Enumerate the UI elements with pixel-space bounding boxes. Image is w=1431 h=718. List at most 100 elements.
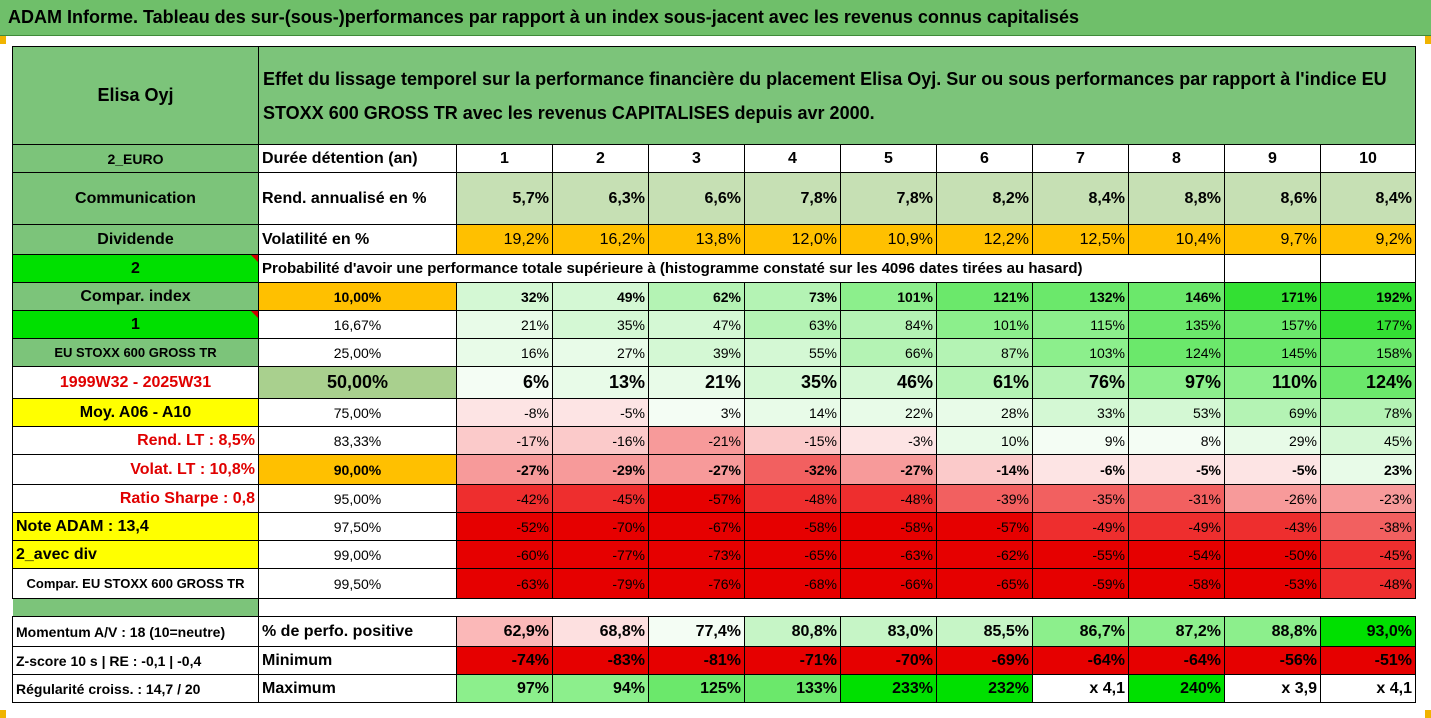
performance-value: 87%: [936, 338, 1033, 367]
performance-value: -42%: [456, 484, 553, 513]
year-header: 10: [1320, 144, 1416, 173]
spacer-row: [12, 598, 1416, 617]
spacer-cell: [259, 599, 1416, 617]
maximum-label: Maximum: [258, 674, 457, 703]
sector-label: Communication: [12, 172, 259, 225]
performance-value: 158%: [1320, 338, 1416, 367]
corner-marker: [1423, 710, 1431, 718]
performance-value: -6%: [1032, 454, 1129, 485]
performance-value: 46%: [840, 366, 937, 399]
performance-value: -8%: [456, 398, 553, 427]
avg-label: Moy. A06 - A10: [12, 398, 259, 427]
dividend-label: Dividende: [12, 224, 259, 255]
performance-value: 177%: [1320, 310, 1416, 339]
year-header: 1: [456, 144, 553, 173]
performance-value: -5%: [1128, 454, 1225, 485]
performance-value: -27%: [840, 454, 937, 485]
annualized-return-row: Communication Rend. annualisé en % 5,7% 6,3…: [12, 172, 1416, 225]
performance-value: 29%: [1224, 426, 1321, 455]
performance-value: -63%: [840, 540, 937, 569]
positive-value: 88,8%: [1224, 616, 1321, 647]
volatility-label: Volatilité en %: [258, 224, 457, 255]
performance-value: -49%: [1032, 512, 1129, 541]
percentile-row: 1 16,67% 21% 35% 47% 63% 84% 101% 115% 135% 157% 17…: [12, 310, 1416, 339]
return-value: 8,6%: [1224, 172, 1321, 225]
performance-value: 192%: [1320, 282, 1416, 311]
performance-value: -48%: [1320, 568, 1416, 599]
report-title: ADAM Informe. Tableau des sur-(sous-)per…: [8, 7, 1079, 27]
performance-value: -57%: [648, 484, 745, 513]
percentile-value: 25,00%: [258, 338, 457, 367]
maximum-value: 240%: [1128, 674, 1225, 703]
maximum-value: x 3,9: [1224, 674, 1321, 703]
percentile-value: 75,00%: [258, 398, 457, 427]
currency-label: 2_EURO: [12, 144, 259, 173]
return-label: Rend. annualisé en %: [258, 172, 457, 225]
performance-value: 124%: [1128, 338, 1225, 367]
duration-label: Durée détention (an): [258, 144, 457, 173]
positive-value: 62,9%: [456, 616, 553, 647]
return-value: 6,3%: [552, 172, 649, 225]
performance-value: 8%: [1128, 426, 1225, 455]
holding-duration-row: 2_EURO Durée détention (an) 1 2 3 4 5 6 7 8 9 10: [12, 144, 1416, 173]
performance-value: 33%: [1032, 398, 1129, 427]
return-value: 7,8%: [840, 172, 937, 225]
positive-performance-row: Momentum A/V : 18 (10=neutre)% de perfo.…: [12, 616, 1416, 647]
performance-value: -45%: [552, 484, 649, 513]
performance-value: 22%: [840, 398, 937, 427]
minimum-value: -83%: [552, 646, 649, 675]
performance-value: -27%: [456, 454, 553, 485]
performance-value: -54%: [1128, 540, 1225, 569]
return-value: 8,4%: [1032, 172, 1129, 225]
performance-value: 124%: [1320, 366, 1416, 399]
performance-value: 69%: [1224, 398, 1321, 427]
percentile-value: 50,00%: [258, 366, 457, 399]
performance-value: -15%: [744, 426, 841, 455]
performance-value: 35%: [552, 310, 649, 339]
performance-value: -48%: [840, 484, 937, 513]
volatility-value: 10,9%: [840, 224, 937, 255]
volatility-value: 13,8%: [648, 224, 745, 255]
index-name-label: EU STOXX 600 GROSS TR: [12, 338, 259, 367]
year-header: 5: [840, 144, 937, 173]
header-row: Elisa Oyj Effet du lissage temporel sur l…: [12, 46, 1416, 145]
percentile-row: Compar. index 10,00% 32% 49% 62% 73% 101% 121% 1…: [12, 282, 1416, 311]
performance-value: -48%: [744, 484, 841, 513]
zscore-label: Z-score 10 s | RE : -0,1 | -0,4: [12, 646, 259, 675]
positive-value: 93,0%: [1320, 616, 1416, 647]
long-term-return: Rend. LT : 8,5%: [12, 426, 259, 455]
return-value: 8,2%: [936, 172, 1033, 225]
volatility-value: 9,7%: [1224, 224, 1321, 255]
corner-marker: [1423, 36, 1431, 44]
positive-value: 85,5%: [936, 616, 1033, 647]
with-dividend-label: 2_avec div: [12, 540, 259, 569]
performance-value: -58%: [744, 512, 841, 541]
spacer-cell: [12, 598, 259, 617]
performance-value: 61%: [936, 366, 1033, 399]
minimum-label: Minimum: [258, 646, 457, 675]
performance-value: -50%: [1224, 540, 1321, 569]
percentile-row: Note ADAM : 13,4 97,50% -52% -70% -67% -58% -5…: [12, 512, 1416, 541]
minimum-value: -70%: [840, 646, 937, 675]
percentile-row: EU STOXX 600 GROSS TR 25,00% 16% 27% 39% 55% 6…: [12, 338, 1416, 367]
performance-value: 16%: [456, 338, 553, 367]
maximum-value: 233%: [840, 674, 937, 703]
performance-value: -35%: [1032, 484, 1129, 513]
percentile-row: Compar. EU STOXX 600 GROSS TR 99,50% -63% -…: [12, 568, 1416, 599]
percentile-value: 16,67%: [258, 310, 457, 339]
performance-value: -65%: [744, 540, 841, 569]
performance-value: 84%: [840, 310, 937, 339]
performance-value: -77%: [552, 540, 649, 569]
performance-value: 78%: [1320, 398, 1416, 427]
minimum-value: -64%: [1128, 646, 1225, 675]
volatility-value: 16,2%: [552, 224, 649, 255]
minimum-value: -71%: [744, 646, 841, 675]
return-value: 8,4%: [1320, 172, 1416, 225]
volatility-value: 19,2%: [456, 224, 553, 255]
performance-value: 9%: [1032, 426, 1129, 455]
volatility-value: 10,4%: [1128, 224, 1225, 255]
year-header: 3: [648, 144, 745, 173]
performance-value: 132%: [1032, 282, 1129, 311]
return-value: 6,6%: [648, 172, 745, 225]
performance-value: 101%: [936, 310, 1033, 339]
